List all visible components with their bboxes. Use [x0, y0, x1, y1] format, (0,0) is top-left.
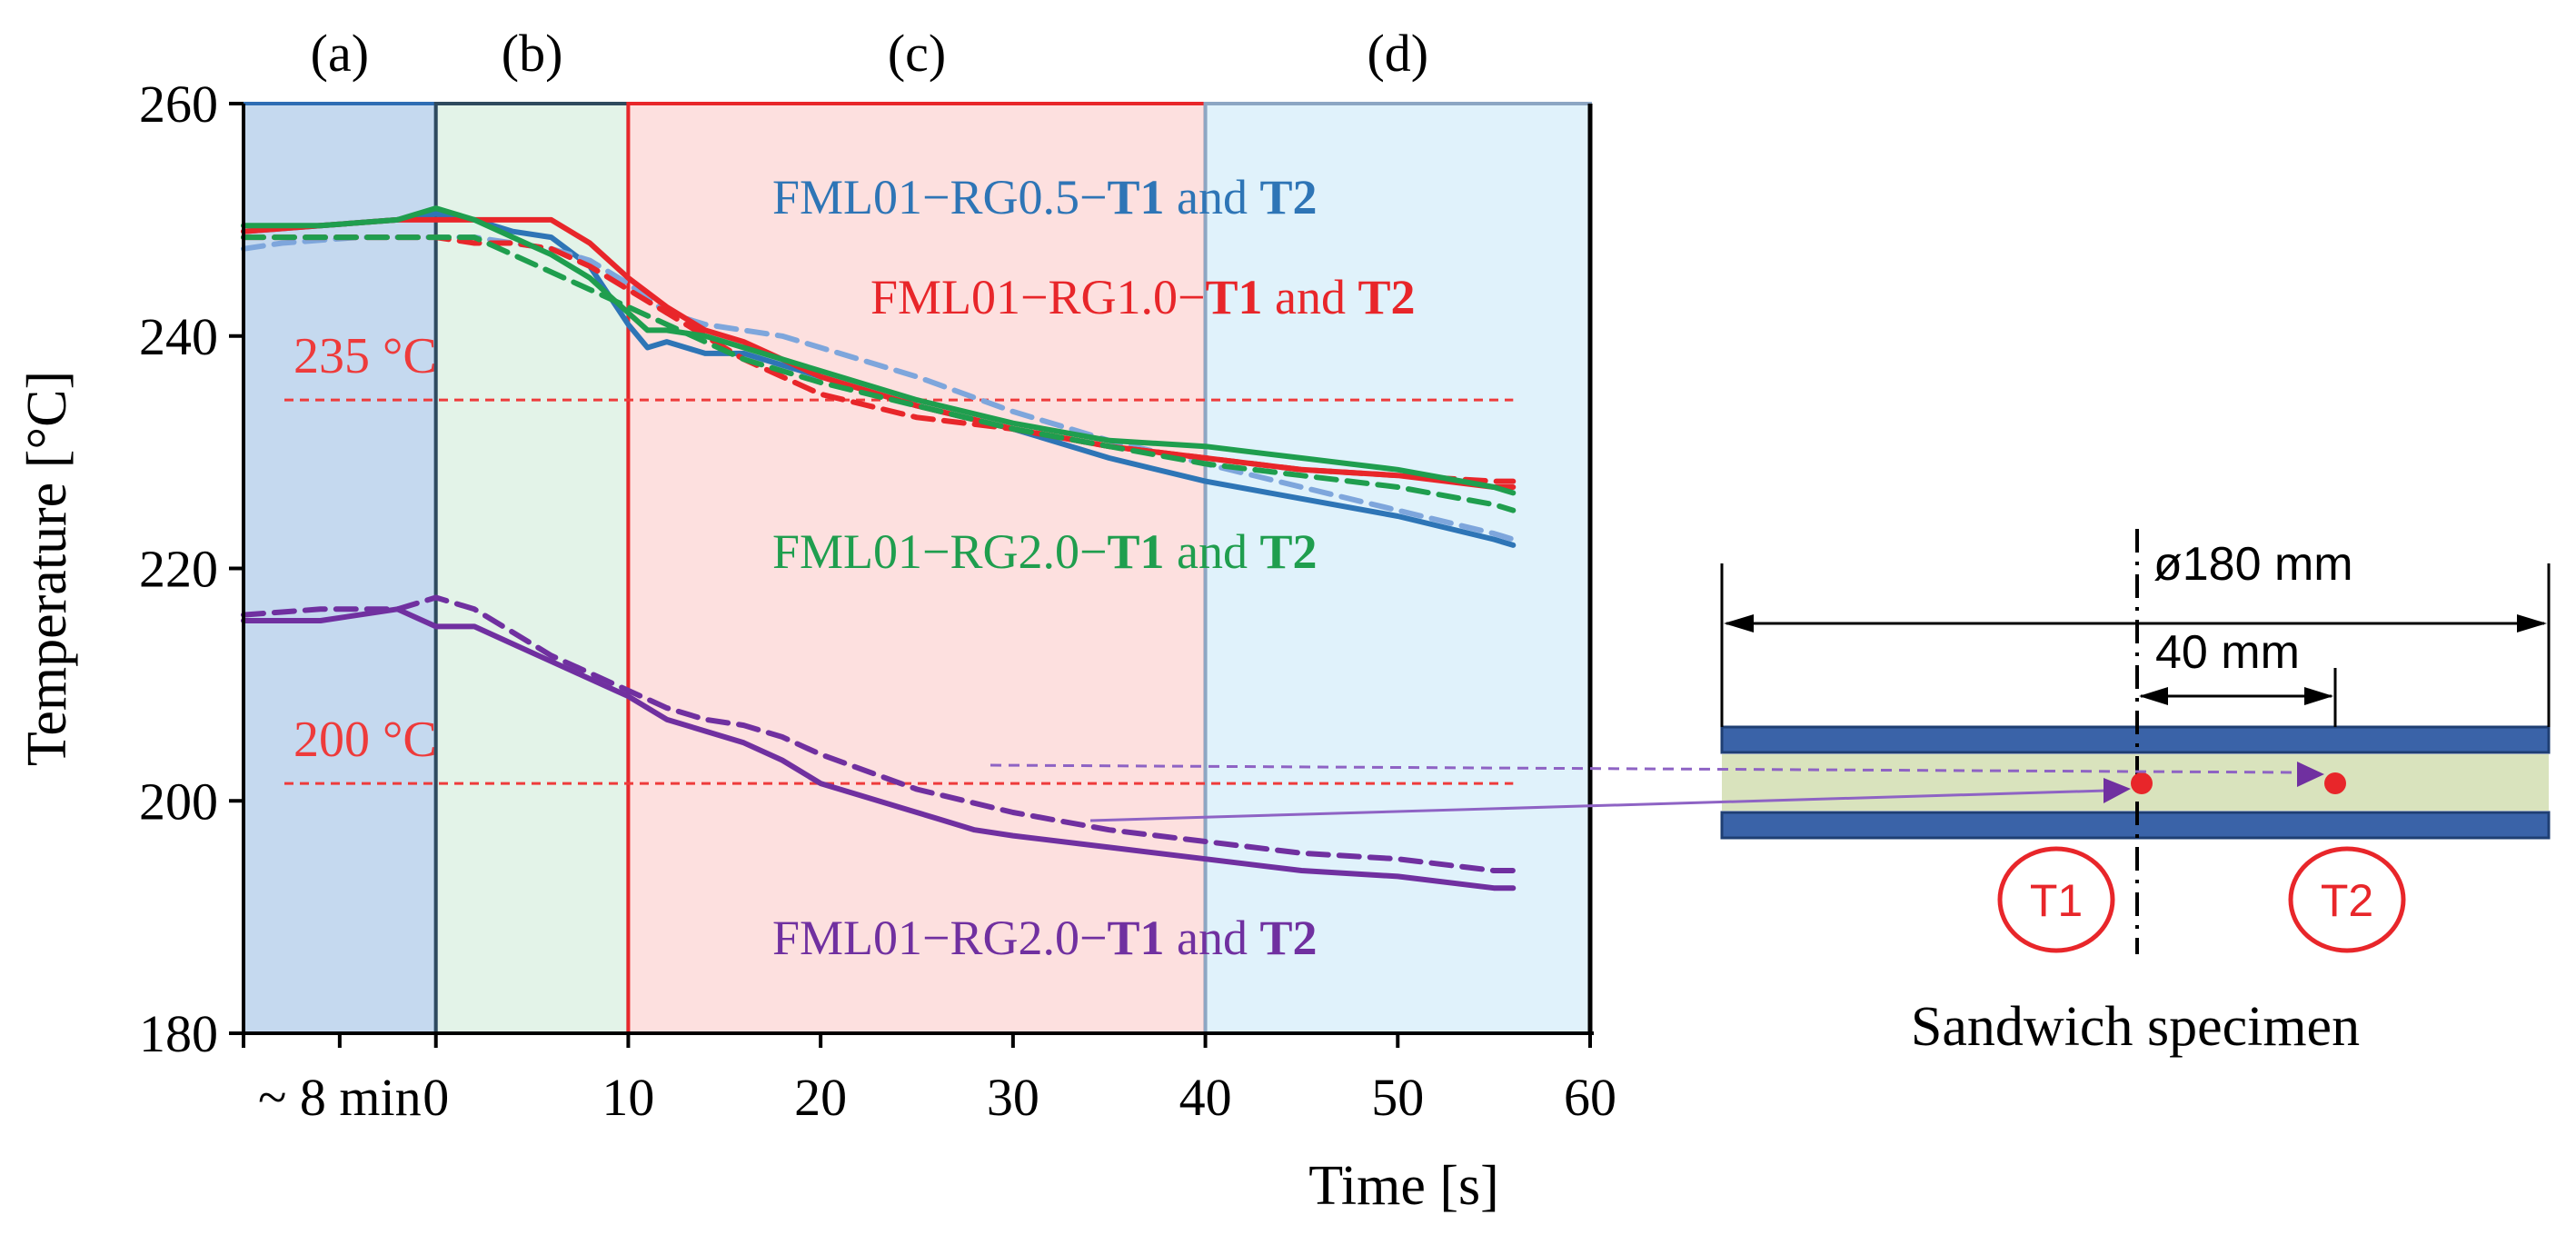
x-pre-label: ~ 8 min	[258, 1068, 422, 1127]
axes: 180 200 220 240 260 0 10 20 30 40 50 60 ~ 8 min Time …	[16, 75, 1616, 1217]
phase-label-1: (b)	[502, 24, 563, 83]
legend-rg20-green: FML01−RG2.0−T1 and T2	[772, 524, 1318, 579]
t1-callout-label: T1	[2030, 875, 2083, 926]
phase-label-3: (d)	[1367, 24, 1428, 83]
t2-pointer-line	[990, 763, 2300, 774]
legend-rg10: FML01−RG1.0−T1 and T2	[870, 270, 1416, 324]
t2-callout-label: T2	[2321, 875, 2373, 926]
sandwich-specimen-diagram: ø180 mm 40 mm T1 T2 Sandwich specimen	[990, 529, 2551, 1058]
y-axis-title: Temperature [°C]	[16, 371, 78, 766]
diameter-arrow-right	[2517, 614, 2547, 632]
t2-callout-ring	[2288, 846, 2406, 953]
y-tick-label-2: 220	[139, 540, 218, 599]
y-tick-label-3: 240	[139, 307, 218, 366]
phase-label-2: (c)	[888, 24, 946, 83]
x-tick-label-0: 0	[423, 1068, 449, 1127]
t1-pointer-arrowhead	[2104, 778, 2131, 803]
y-tick-label-0: 180	[139, 1004, 218, 1063]
t1-pointer-line	[1089, 789, 2107, 822]
t2-pointer-arrowhead	[2297, 762, 2324, 787]
series-line-7	[241, 594, 1517, 873]
x-tick-label-4: 40	[1179, 1068, 1232, 1127]
specimen-caption: Sandwich specimen	[1911, 996, 2360, 1058]
phase-region-1	[433, 102, 631, 1035]
legend-rg20-purple: FML01−RG2.0−T1 and T2	[772, 911, 1318, 965]
x-tick-label-1: 10	[602, 1068, 654, 1127]
x-axis-title: Time [s]	[1308, 1155, 1499, 1217]
thermocouple-t1-point	[2131, 772, 2153, 794]
phase-label-0: (a)	[311, 24, 369, 83]
reference-lines: 235 °C 200 °C	[284, 328, 1514, 785]
phase-backgrounds: (a) (b) (c) (d)	[242, 24, 1593, 1035]
legend-rg05: FML01−RG0.5−T1 and T2	[772, 170, 1318, 224]
x-tick-label-2: 20	[794, 1068, 847, 1127]
y-tick-label-1: 200	[139, 772, 218, 831]
thermocouple-t2-point	[2324, 772, 2346, 794]
series-line-1	[241, 234, 1517, 543]
diameter-arrow-left	[1724, 614, 1754, 632]
offset-label: 40 mm	[2155, 626, 2300, 679]
diameter-label: ø180 mm	[2153, 538, 2353, 591]
x-tick-label-3: 30	[987, 1068, 1039, 1127]
temperature-series	[241, 205, 1517, 891]
ref-label-1: 200 °C	[293, 712, 437, 768]
x-tick-label-6: 60	[1564, 1068, 1616, 1127]
phase-region-2	[626, 102, 1208, 1035]
phase-region-0	[242, 102, 438, 1035]
series-line-4	[241, 205, 1517, 496]
series-line-5	[241, 234, 1517, 513]
offset-arrow-left	[2139, 687, 2168, 705]
x-tick-label-5: 50	[1371, 1068, 1424, 1127]
offset-arrow-right	[2304, 687, 2333, 705]
ref-label-0: 235 °C	[293, 328, 437, 384]
y-tick-label-4: 260	[139, 75, 218, 134]
t1-callout-ring	[1997, 846, 2115, 953]
series-line-6	[241, 606, 1517, 891]
